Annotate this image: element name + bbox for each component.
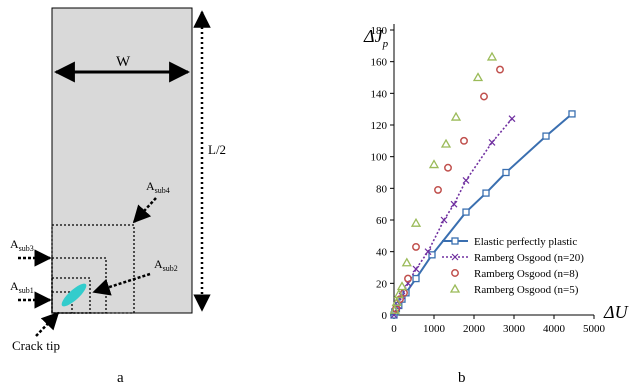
panel-b-chart: 0 20 40 60 80 100 120 140 160 180 0 1000 2000 3000 40… xyxy=(363,24,629,386)
data-point xyxy=(482,189,490,197)
data-point xyxy=(462,176,470,184)
data-point xyxy=(410,217,422,227)
legend-item-3: Ramberg Osgood (n=8) xyxy=(451,268,579,280)
legend-label: Ramberg Osgood (n=5) xyxy=(474,284,579,296)
legend-marker xyxy=(449,283,461,293)
series-3 xyxy=(392,65,504,313)
subregion-3-label: Asub3 xyxy=(10,237,34,253)
data-point xyxy=(428,251,436,259)
x-marker-stroke xyxy=(488,138,496,146)
subregion-4-label: Asub4 xyxy=(146,179,170,195)
data-point xyxy=(480,92,488,101)
data-point xyxy=(424,248,432,256)
legend-item-4: Ramberg Osgood (n=5) xyxy=(449,283,579,296)
panel-a-caption: a xyxy=(117,370,124,386)
data-point xyxy=(428,159,440,169)
data-point xyxy=(508,115,516,123)
x-tick-label: 2000 xyxy=(463,323,486,335)
legend-label: Ramberg Osgood (n=8) xyxy=(474,268,579,280)
data-point xyxy=(502,168,510,177)
x-tick-label: 1000 xyxy=(423,323,446,335)
y-tick-label: 80 xyxy=(376,183,388,195)
data-point xyxy=(412,274,420,283)
data-point xyxy=(488,138,496,146)
subregion-1-box xyxy=(51,291,73,314)
data-point xyxy=(412,242,420,251)
y-tick-label: 20 xyxy=(376,278,388,290)
data-point xyxy=(393,289,404,299)
x-tick-label: 3000 xyxy=(503,323,526,335)
y-tick-label: 120 xyxy=(371,120,388,132)
x-ticks: 0 1000 2000 3000 4000 5000 xyxy=(391,315,606,335)
x-tick-label: 5000 xyxy=(583,323,606,335)
height-label: L/2 xyxy=(208,142,226,157)
data-point xyxy=(434,185,442,194)
legend-marker xyxy=(451,237,459,245)
subregion-2-label: Asub2 xyxy=(154,257,178,273)
panel-a: W L/2 Asub4 Asub3 Asub2 Asub1 Crack tip … xyxy=(10,7,226,386)
x-marker-stroke xyxy=(450,200,458,208)
x-marker-stroke xyxy=(451,253,459,261)
data-point xyxy=(444,163,452,172)
data-point xyxy=(568,110,576,118)
data-point xyxy=(486,51,498,61)
x-tick-label: 4000 xyxy=(543,323,566,335)
x-axis-label: ΔU xyxy=(603,302,629,322)
plate xyxy=(51,7,193,314)
crack-tip-label: Crack tip xyxy=(12,338,60,353)
x-marker-stroke xyxy=(462,176,470,184)
subregion-4-arrow xyxy=(132,197,157,224)
y-tick-label: 180 xyxy=(371,25,388,37)
data-point xyxy=(542,132,550,140)
y-tick-label: 40 xyxy=(376,247,388,259)
legend-marker xyxy=(451,253,459,261)
y-tick-label: 60 xyxy=(376,215,388,227)
legend-label: Elastic perfectly plastic xyxy=(474,236,577,248)
series-4 xyxy=(389,51,498,314)
y-axis-label: ΔJp xyxy=(363,26,389,50)
y-ticks: 0 20 40 60 80 100 120 140 160 180 xyxy=(371,25,394,322)
legend-item-1: Elastic perfectly plastic xyxy=(442,236,577,248)
y-tick-label: 0 xyxy=(382,310,388,322)
legend: Elastic perfectly plastic Ramberg Osgood … xyxy=(442,236,584,296)
data-point xyxy=(460,136,468,145)
x-tick-label: 0 xyxy=(391,323,397,335)
data-point xyxy=(391,297,402,306)
data-point xyxy=(496,65,504,74)
data-point xyxy=(440,138,452,148)
subregion-1-label: Asub1 xyxy=(10,279,34,295)
width-label: W xyxy=(116,54,131,70)
data-point xyxy=(450,200,458,208)
crack-shape xyxy=(61,283,87,307)
data-point xyxy=(412,265,420,273)
x-marker-stroke xyxy=(412,265,420,273)
crack-tip-arrow xyxy=(35,311,60,337)
data-point xyxy=(389,304,400,314)
panel-b-caption: b xyxy=(458,370,466,386)
data-point xyxy=(450,111,462,121)
subregion-4-box xyxy=(51,224,135,314)
legend-item-2: Ramberg Osgood (n=20) xyxy=(442,252,584,264)
series-layer xyxy=(389,51,576,319)
y-tick-label: 100 xyxy=(371,152,388,164)
data-point xyxy=(396,281,408,291)
legend-marker xyxy=(451,269,459,277)
data-point xyxy=(401,257,412,267)
data-point xyxy=(440,216,448,224)
y-tick-label: 160 xyxy=(371,57,388,69)
legend-label: Ramberg Osgood (n=20) xyxy=(474,252,584,264)
x-marker-stroke xyxy=(424,248,432,256)
data-point xyxy=(404,274,412,283)
x-marker-stroke xyxy=(440,216,448,224)
y-tick-label: 140 xyxy=(371,88,388,100)
data-point xyxy=(472,72,484,82)
data-point xyxy=(462,208,470,216)
x-marker-stroke xyxy=(508,115,516,123)
